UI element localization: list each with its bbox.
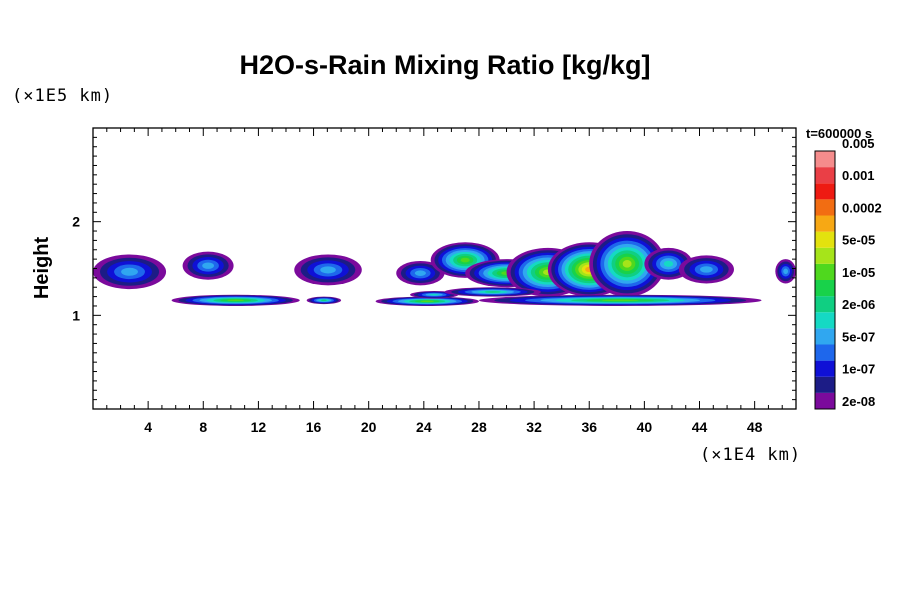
field-contour-level-5 (700, 266, 713, 273)
x-tick-label: 12 (251, 419, 267, 435)
y-tick-label: 2 (72, 214, 80, 230)
colorbar-swatch (815, 344, 835, 361)
y-axis-label: Height (31, 237, 53, 300)
colorbar-swatch (815, 247, 835, 264)
colorbar-swatch (815, 263, 835, 280)
x-tick-label: 8 (199, 419, 207, 435)
colorbar: 2e-08 1e-07 5e-07 2e-06 1e-05 5e-05 0.0002 0.00… (814, 136, 882, 410)
time-label: t=600000 s (806, 126, 872, 141)
colorbar-swatch (815, 392, 835, 409)
field-region-18 (444, 287, 541, 297)
field-contour-level-5 (202, 262, 214, 269)
colorbar-label: 1e-05 (842, 265, 875, 280)
field-contour-level-5 (783, 268, 789, 275)
colorbar-swatch (815, 199, 835, 216)
field-region-3 (294, 254, 362, 286)
y-unit-label: (×1E5 km) (12, 86, 113, 106)
y-axis: 12 (72, 136, 796, 401)
field-contour-level-7 (484, 291, 501, 293)
colorbar-swatch (815, 151, 835, 168)
colorbar-label: 0.0002 (842, 200, 882, 215)
x-tick-label: 4 (144, 419, 152, 435)
field-region-17 (410, 290, 459, 299)
field-contour-level-10 (622, 259, 632, 268)
colorbar-label: 5e-05 (842, 233, 875, 248)
colorbar-swatch (815, 183, 835, 200)
field-contour-level-7 (321, 299, 327, 302)
colorbar-label: 1e-07 (842, 362, 875, 377)
chart-title: H2O-s-Rain Mixing Ratio [kg/kg] (239, 50, 650, 80)
field-region-2 (182, 251, 234, 280)
x-tick-label: 48 (747, 419, 763, 435)
colorbar-swatch (815, 360, 835, 377)
field-region-15 (375, 296, 479, 306)
colorbar-swatch (815, 215, 835, 232)
field-contour-level-5 (320, 266, 336, 274)
field-region-1 (93, 254, 167, 290)
field-region-14 (306, 296, 342, 305)
x-tick-label: 24 (416, 419, 432, 435)
colorbar-label: 2e-08 (842, 394, 875, 409)
colorbar-label: 2e-06 (842, 297, 875, 312)
field-region-4 (396, 261, 445, 286)
colorbar-label: 0.005 (842, 136, 875, 151)
x-tick-label: 20 (361, 419, 377, 435)
x-unit-label: (×1E4 km) (700, 445, 801, 465)
colorbar-swatch (815, 312, 835, 329)
field-region-16 (478, 294, 762, 306)
colorbar-swatch (815, 376, 835, 393)
field-contour-level-6 (429, 293, 439, 296)
colorbar-label: 0.001 (842, 168, 875, 183)
colorbar-swatch (815, 280, 835, 297)
field-contour-level-9 (460, 257, 470, 263)
field-region-11 (678, 255, 734, 284)
colorbar-frame (814, 150, 836, 410)
x-axis: 4 8 12 16 20 24 28 32 36 40 44 48 (106, 128, 783, 435)
x-tick-label: 32 (526, 419, 542, 435)
colorbar-swatch (815, 328, 835, 345)
field-contour-level-6 (663, 260, 674, 267)
field-contour-level-5 (121, 267, 138, 276)
plot-area (93, 231, 796, 306)
field-region-13 (171, 294, 300, 306)
field-region-12 (775, 259, 796, 284)
field-contour-level-9 (227, 299, 245, 302)
x-tick-label: 44 (692, 419, 708, 435)
colorbar-swatch (815, 231, 835, 248)
x-tick-label: 40 (637, 419, 653, 435)
x-tick-label: 28 (471, 419, 487, 435)
colorbar-swatch (815, 296, 835, 313)
x-tick-label: 16 (306, 419, 322, 435)
colorbar-swatch (815, 167, 835, 184)
field-contour-level-5 (414, 270, 426, 276)
field-contour-level-9 (420, 300, 435, 303)
y-tick-label: 1 (72, 307, 80, 323)
field-contour-level-9 (601, 299, 639, 302)
field-region-9 (589, 231, 666, 297)
field-region-10 (644, 247, 693, 280)
colorbar-label: 5e-07 (842, 329, 875, 344)
x-tick-label: 36 (581, 419, 597, 435)
